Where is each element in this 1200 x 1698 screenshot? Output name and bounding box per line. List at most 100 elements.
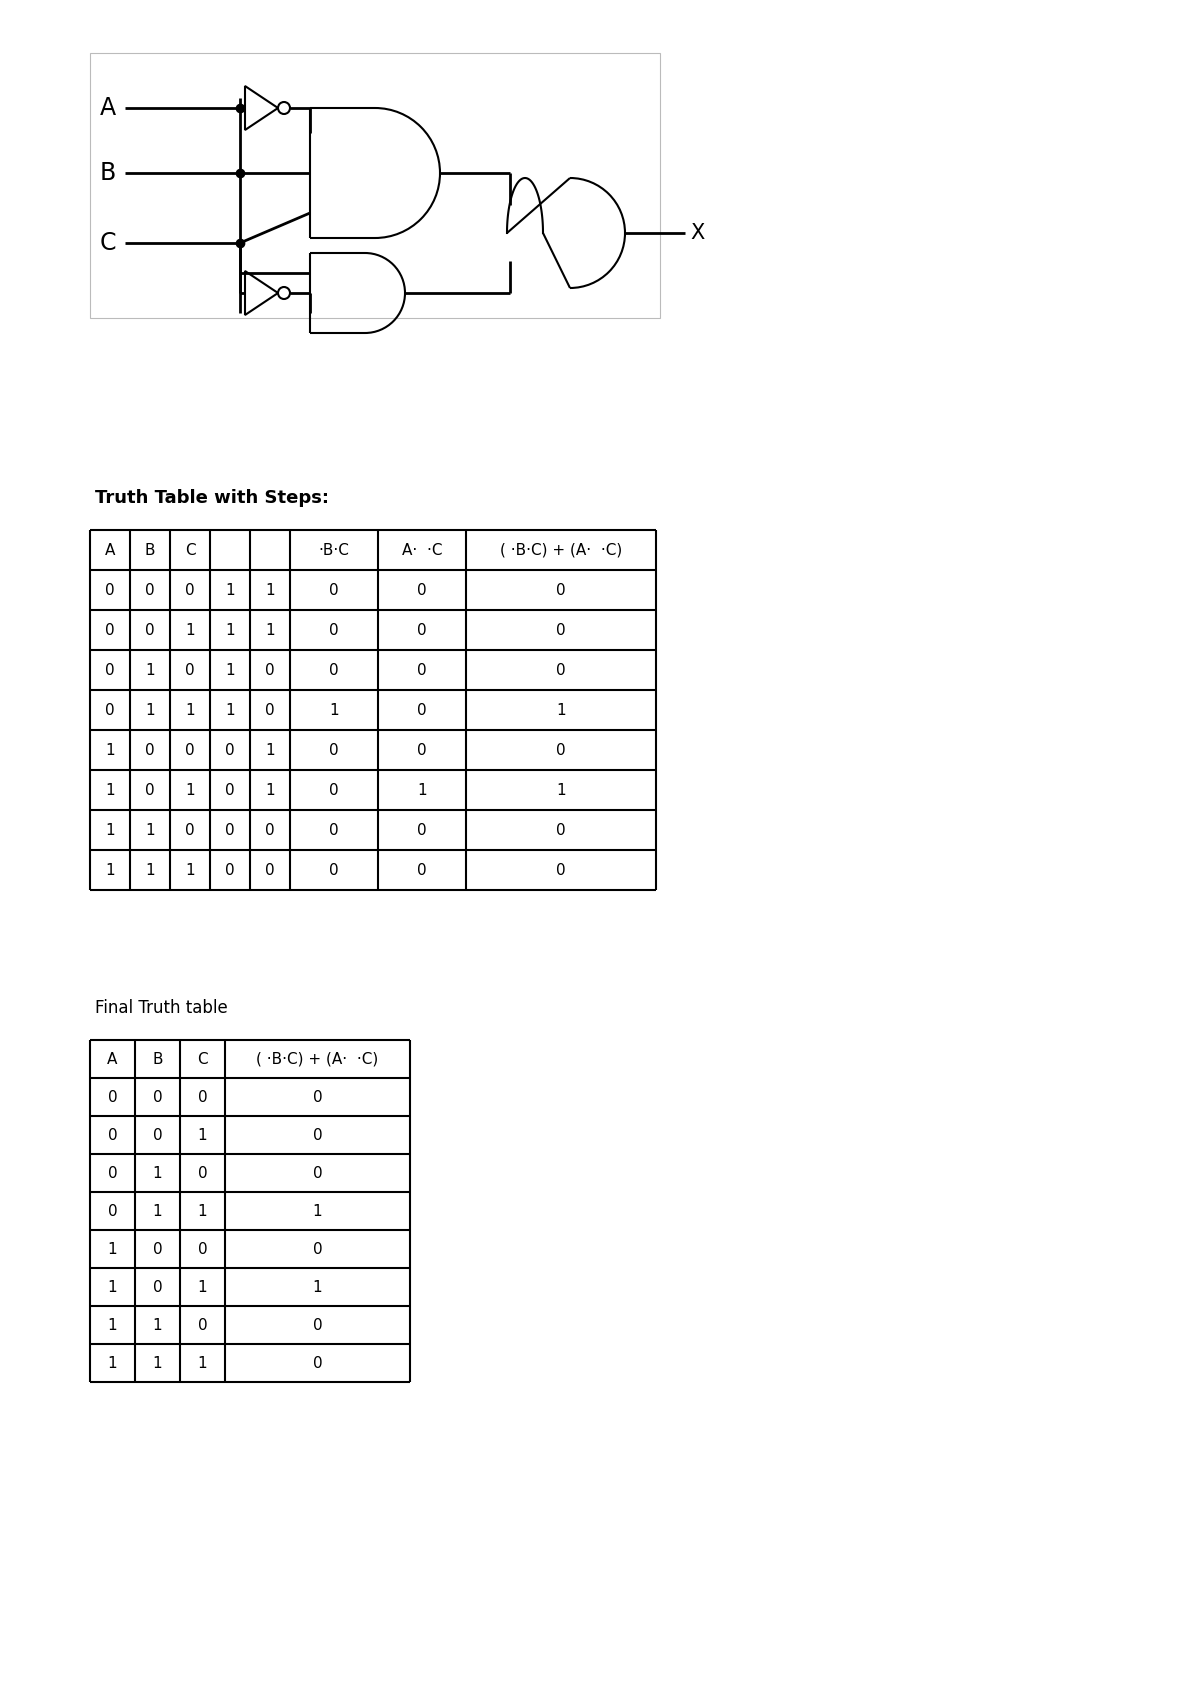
Text: ( ·B·C) + (A·  ·C): ( ·B·C) + (A· ·C) [257, 1051, 379, 1066]
Text: 1: 1 [106, 822, 115, 837]
Text: 1: 1 [226, 662, 235, 678]
Text: Truth Table with Steps:: Truth Table with Steps: [95, 489, 329, 508]
Text: ·B·C: ·B·C [318, 542, 349, 557]
Text: B: B [145, 542, 155, 557]
Text: 1: 1 [108, 1241, 118, 1257]
Text: 0: 0 [106, 623, 115, 637]
Text: 0: 0 [313, 1090, 323, 1104]
Text: 1: 1 [185, 863, 194, 878]
Text: 0: 0 [152, 1280, 162, 1294]
Text: 1: 1 [145, 662, 155, 678]
Text: 0: 0 [313, 1127, 323, 1143]
Text: 1: 1 [152, 1318, 162, 1333]
Text: 0: 0 [313, 1241, 323, 1257]
Text: 0: 0 [556, 662, 566, 678]
Text: 0: 0 [329, 783, 338, 798]
Text: 0: 0 [152, 1241, 162, 1257]
Text: 0: 0 [145, 742, 155, 757]
Text: 0: 0 [265, 703, 275, 718]
Text: 0: 0 [418, 582, 427, 598]
Text: 0: 0 [556, 863, 566, 878]
Text: 0: 0 [152, 1127, 162, 1143]
Text: 0: 0 [106, 582, 115, 598]
Text: 0: 0 [108, 1090, 118, 1104]
Text: A: A [107, 1051, 118, 1066]
Text: 0: 0 [418, 703, 427, 718]
Bar [90, 53, 660, 318]
Text: 1: 1 [198, 1355, 208, 1370]
Text: 0: 0 [198, 1318, 208, 1333]
Text: A·  ·C: A· ·C [402, 542, 443, 557]
Text: 0: 0 [329, 822, 338, 837]
Text: 0: 0 [198, 1241, 208, 1257]
Text: 0: 0 [198, 1165, 208, 1180]
Text: 0: 0 [185, 822, 194, 837]
Text: 0: 0 [145, 623, 155, 637]
Text: 1: 1 [145, 703, 155, 718]
Text: 0: 0 [329, 742, 338, 757]
Text: 0: 0 [313, 1165, 323, 1180]
Text: 0: 0 [265, 662, 275, 678]
Text: 0: 0 [418, 623, 427, 637]
Text: X: X [690, 222, 704, 243]
Text: 1: 1 [145, 863, 155, 878]
Text: 0: 0 [185, 742, 194, 757]
Text: 1: 1 [108, 1318, 118, 1333]
Text: 1: 1 [226, 582, 235, 598]
Text: 0: 0 [556, 822, 566, 837]
Text: 0: 0 [226, 822, 235, 837]
Text: B: B [100, 161, 116, 185]
Text: 0: 0 [329, 623, 338, 637]
Text: 1: 1 [265, 742, 275, 757]
Text: 1: 1 [329, 703, 338, 718]
Text: 1: 1 [226, 623, 235, 637]
Text: 0: 0 [226, 783, 235, 798]
Text: 0: 0 [556, 742, 566, 757]
Text: 0: 0 [313, 1318, 323, 1333]
Text: 1: 1 [185, 623, 194, 637]
Text: 1: 1 [152, 1355, 162, 1370]
Text: A: A [100, 97, 116, 121]
Text: C: C [197, 1051, 208, 1066]
Text: 1: 1 [556, 703, 566, 718]
Text: 0: 0 [108, 1127, 118, 1143]
Text: 1: 1 [106, 783, 115, 798]
Text: 1: 1 [198, 1280, 208, 1294]
Circle shape [278, 287, 290, 299]
Text: 0: 0 [226, 863, 235, 878]
Text: 0: 0 [265, 822, 275, 837]
Text: Final Truth table: Final Truth table [95, 998, 228, 1017]
Text: 1: 1 [198, 1127, 208, 1143]
Text: 1: 1 [265, 582, 275, 598]
Text: 0: 0 [556, 582, 566, 598]
Text: 1: 1 [226, 703, 235, 718]
Text: 1: 1 [313, 1280, 323, 1294]
Text: 0: 0 [152, 1090, 162, 1104]
Circle shape [278, 102, 290, 114]
Text: 0: 0 [185, 582, 194, 598]
Text: 1: 1 [145, 822, 155, 837]
Text: C: C [185, 542, 196, 557]
Text: 0: 0 [418, 662, 427, 678]
Text: 0: 0 [265, 863, 275, 878]
Text: 0: 0 [418, 822, 427, 837]
Text: 0: 0 [106, 703, 115, 718]
Text: 0: 0 [418, 742, 427, 757]
Text: 0: 0 [329, 582, 338, 598]
Text: 1: 1 [185, 703, 194, 718]
Text: ( ·B·C) + (A·  ·C): ( ·B·C) + (A· ·C) [500, 542, 622, 557]
Text: 1: 1 [418, 783, 427, 798]
Text: 1: 1 [265, 623, 275, 637]
Text: 0: 0 [108, 1204, 118, 1219]
Text: 0: 0 [313, 1355, 323, 1370]
Text: 1: 1 [106, 742, 115, 757]
Text: 0: 0 [329, 863, 338, 878]
Text: 1: 1 [152, 1165, 162, 1180]
Text: 0: 0 [418, 863, 427, 878]
Text: B: B [152, 1051, 163, 1066]
Text: 1: 1 [108, 1280, 118, 1294]
Text: 1: 1 [198, 1204, 208, 1219]
Text: 0: 0 [106, 662, 115, 678]
Text: 1: 1 [108, 1355, 118, 1370]
Text: 0: 0 [226, 742, 235, 757]
